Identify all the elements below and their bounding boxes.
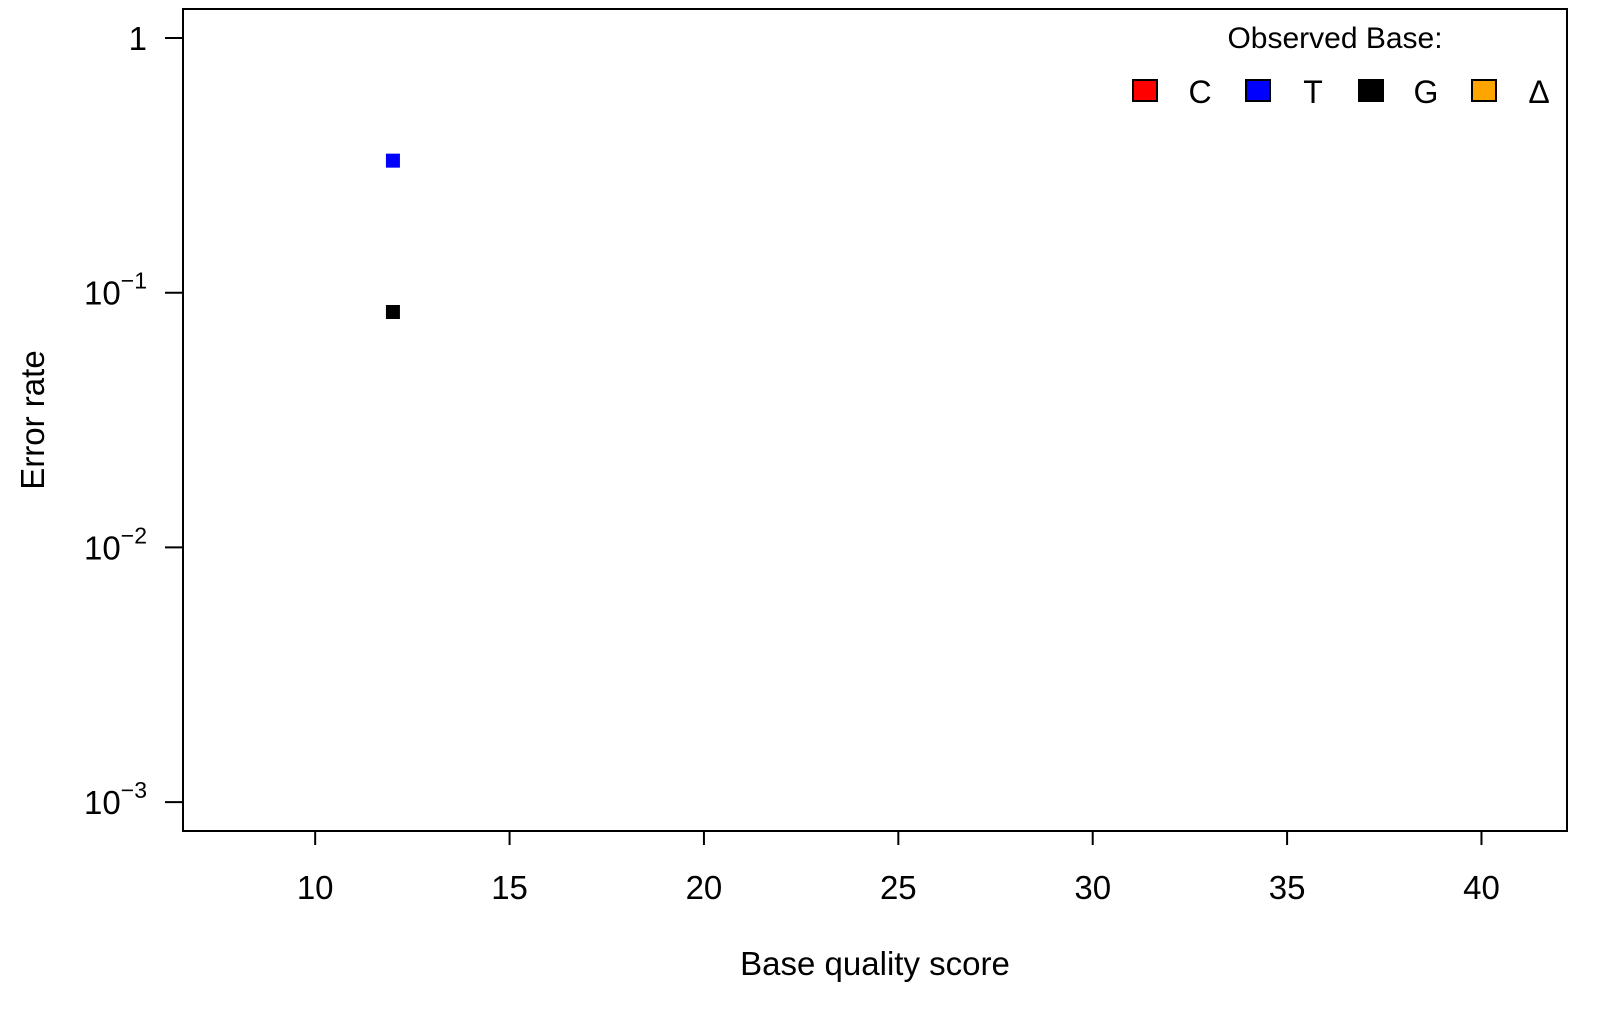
legend-label: Δ	[1528, 74, 1549, 110]
x-tick-label: 35	[1269, 869, 1306, 906]
data-point-g	[385, 304, 400, 319]
data-points	[385, 153, 400, 319]
x-tick-label: 30	[1074, 869, 1111, 906]
y-tick-label: 1	[129, 20, 147, 57]
legend-title: Observed Base:	[1227, 22, 1442, 55]
x-tick-label: 40	[1463, 869, 1500, 906]
y-tick-label: 10−3	[84, 777, 147, 821]
legend-label: C	[1188, 74, 1211, 110]
x-axis: 10 15 20 25 30 35 40	[297, 831, 1500, 906]
x-axis-title: Base quality score	[740, 945, 1010, 982]
y-axis-title: Error rate	[14, 350, 51, 489]
x-tick-label: 20	[686, 869, 723, 906]
legend-swatch	[1132, 79, 1158, 102]
legend-swatch	[1245, 79, 1271, 102]
y-tick-label: 10−2	[84, 522, 147, 566]
legend: Observed Base: C T G Δ	[1132, 22, 1550, 110]
legend-swatch	[1471, 79, 1497, 102]
legend-label: G	[1414, 74, 1439, 110]
y-tick-label: 10−1	[84, 268, 147, 312]
x-tick-label: 15	[491, 869, 528, 906]
legend-label: T	[1303, 74, 1323, 110]
data-point-t	[385, 153, 400, 168]
plot-area-frame	[182, 8, 1568, 832]
x-tick-label: 25	[880, 869, 917, 906]
y-axis: 1 10−1 10−2 10−3	[84, 20, 183, 821]
x-tick-label: 10	[297, 869, 334, 906]
legend-swatch	[1358, 79, 1384, 102]
